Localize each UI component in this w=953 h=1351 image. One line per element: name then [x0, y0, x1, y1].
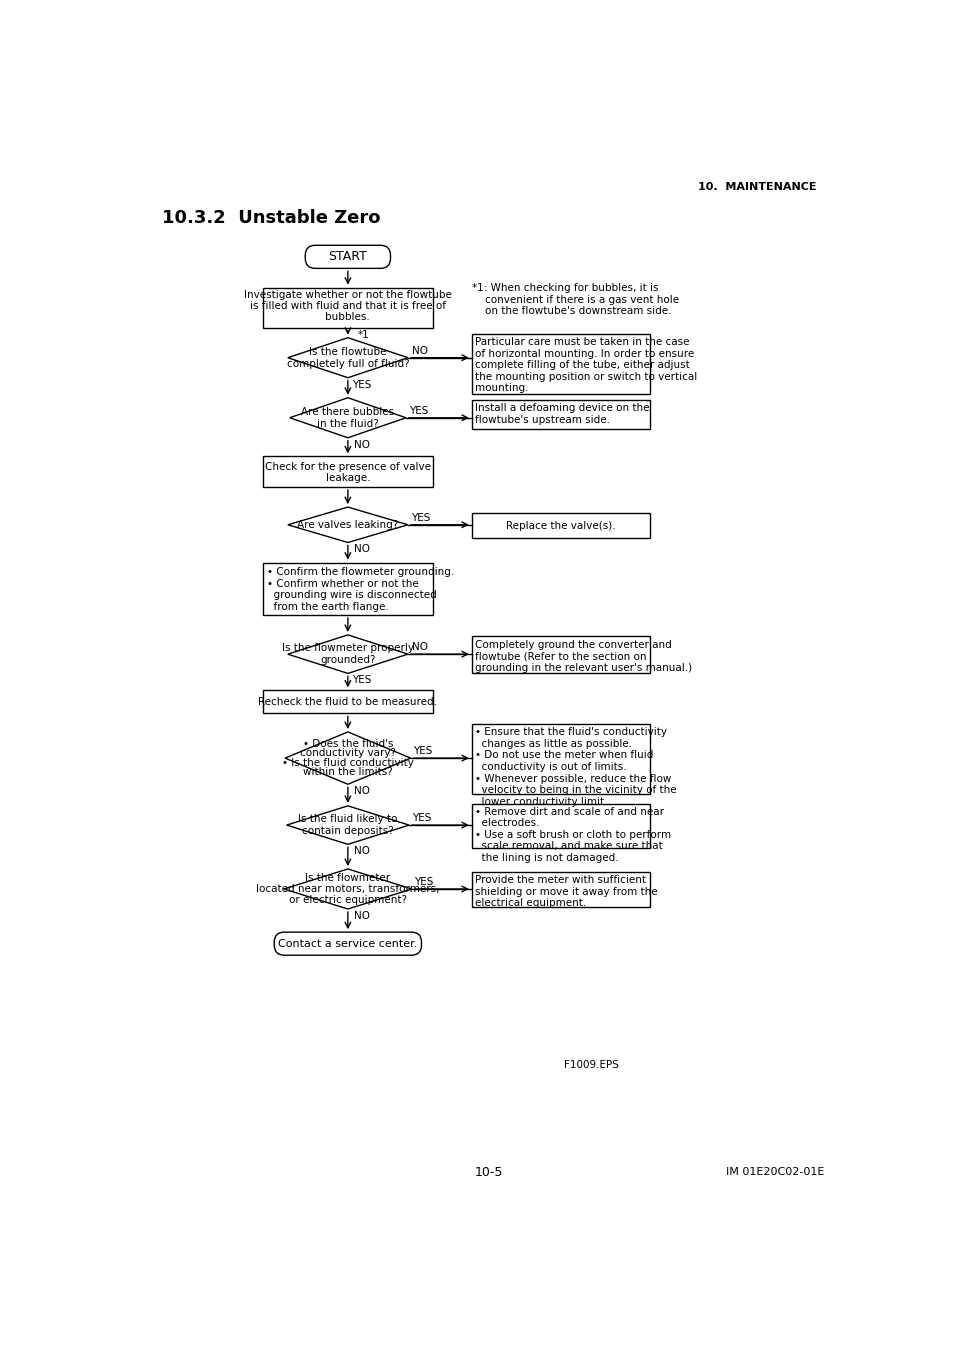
Text: Investigate whether or not the flowtube: Investigate whether or not the flowtube — [244, 290, 452, 300]
Text: Particular care must be taken in the case
of horizontal mounting. In order to en: Particular care must be taken in the cas… — [475, 336, 697, 393]
Text: completely full of fluid?: completely full of fluid? — [286, 359, 409, 369]
Text: • Is the fluid conductivity: • Is the fluid conductivity — [282, 758, 414, 767]
Bar — [472, 871, 649, 908]
Bar — [472, 400, 649, 430]
Text: NO: NO — [412, 346, 428, 355]
Text: Recheck the fluid to be measured.: Recheck the fluid to be measured. — [258, 697, 436, 707]
Text: • Remove dirt and scale of and near
  electrodes.
• Use a soft brush or cloth to: • Remove dirt and scale of and near elec… — [475, 807, 670, 863]
Text: located near motors, transformers,: located near motors, transformers, — [255, 884, 439, 894]
Polygon shape — [286, 805, 409, 844]
Bar — [472, 334, 649, 394]
Text: YES: YES — [352, 676, 371, 685]
Text: YES: YES — [408, 405, 428, 416]
Text: conductivity vary?: conductivity vary? — [299, 748, 395, 758]
Text: NO: NO — [354, 786, 370, 796]
Text: Is the flowmeter properly: Is the flowmeter properly — [281, 643, 414, 653]
Text: Contact a service center.: Contact a service center. — [278, 939, 417, 948]
Bar — [262, 690, 433, 713]
Text: YES: YES — [413, 746, 433, 757]
Text: YES: YES — [352, 380, 371, 389]
Text: Provide the meter with sufficient
shielding or move it away from the
electrical : Provide the meter with sufficient shield… — [475, 875, 657, 908]
Polygon shape — [285, 732, 410, 785]
Text: Check for the presence of valve: Check for the presence of valve — [265, 462, 431, 471]
Text: YES: YES — [410, 513, 430, 523]
Text: NO: NO — [354, 544, 370, 554]
Text: IM 01E20C02-01E: IM 01E20C02-01E — [725, 1167, 823, 1177]
Text: YES: YES — [412, 813, 431, 823]
FancyBboxPatch shape — [305, 246, 390, 269]
Bar — [472, 513, 649, 538]
Text: Are valves leaking?: Are valves leaking? — [297, 520, 398, 530]
Text: in the fluid?: in the fluid? — [316, 419, 378, 428]
Text: bubbles.: bubbles. — [325, 312, 370, 322]
Text: NO: NO — [354, 846, 370, 857]
Text: • Does the fluid's: • Does the fluid's — [302, 739, 393, 750]
Text: NO: NO — [354, 439, 370, 450]
Polygon shape — [284, 869, 412, 909]
Text: contain deposits?: contain deposits? — [302, 827, 394, 836]
Text: START: START — [328, 250, 367, 263]
Text: Is the flowtube: Is the flowtube — [309, 347, 386, 357]
Polygon shape — [288, 507, 408, 543]
Text: F1009.EPS: F1009.EPS — [563, 1061, 618, 1070]
Text: 10.  MAINTENANCE: 10. MAINTENANCE — [698, 182, 816, 192]
Bar — [472, 636, 649, 673]
Text: Replace the valve(s).: Replace the valve(s). — [506, 520, 616, 531]
Text: Is the flowmeter: Is the flowmeter — [305, 873, 390, 884]
Bar — [472, 804, 649, 848]
Text: or electric equipment?: or electric equipment? — [289, 894, 406, 905]
Text: 10.3.2  Unstable Zero: 10.3.2 Unstable Zero — [162, 208, 380, 227]
Text: Completely ground the converter and
flowtube (Refer to the section on
grounding : Completely ground the converter and flow… — [475, 639, 691, 673]
Text: is filled with fluid and that it is free of: is filled with fluid and that it is free… — [250, 301, 445, 311]
Text: grounded?: grounded? — [320, 655, 375, 665]
FancyBboxPatch shape — [274, 932, 421, 955]
Bar — [262, 562, 433, 615]
Text: • Confirm the flowmeter grounding.
• Confirm whether or not the
  grounding wire: • Confirm the flowmeter grounding. • Con… — [267, 567, 454, 612]
Text: *1: *1 — [357, 331, 369, 340]
Polygon shape — [288, 338, 408, 378]
Bar — [262, 457, 433, 488]
Text: leakage.: leakage. — [325, 473, 370, 482]
Text: 10-5: 10-5 — [475, 1166, 502, 1179]
Text: *1: When checking for bubbles, it is
    convenient if there is a gas vent hole
: *1: When checking for bubbles, it is con… — [472, 282, 679, 316]
Bar — [472, 724, 649, 793]
Bar — [262, 288, 433, 328]
Polygon shape — [290, 397, 406, 438]
Text: YES: YES — [415, 877, 434, 888]
Text: • Ensure that the fluid's conductivity
  changes as little as possible.
• Do not: • Ensure that the fluid's conductivity c… — [475, 727, 676, 807]
Polygon shape — [288, 635, 408, 673]
Text: Is the fluid likely to: Is the fluid likely to — [298, 813, 397, 824]
Text: NO: NO — [412, 642, 428, 653]
Text: NO: NO — [354, 911, 370, 921]
Text: Are there bubbles: Are there bubbles — [301, 407, 394, 416]
Text: Install a defoaming device on the
flowtube's upstream side.: Install a defoaming device on the flowtu… — [475, 403, 649, 424]
Text: within the limits?: within the limits? — [303, 767, 393, 777]
